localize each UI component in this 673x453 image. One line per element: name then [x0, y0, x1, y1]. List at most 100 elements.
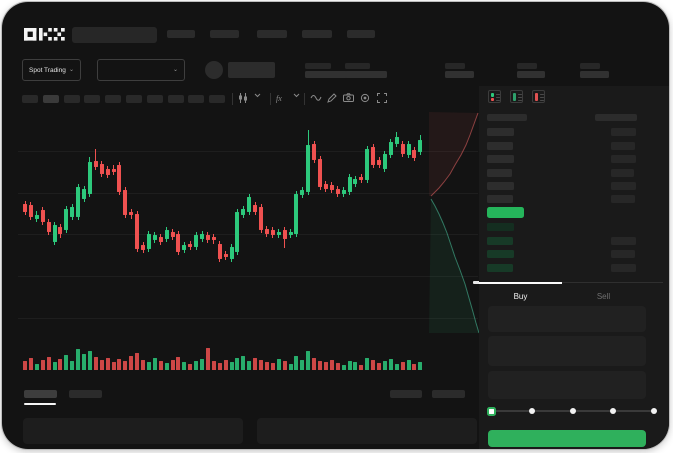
timeframe-button[interactable]: [63, 95, 80, 103]
icon-side-mark: [535, 93, 538, 101]
pair-select[interactable]: ⌄: [97, 59, 185, 81]
volume-bar: [93, 357, 98, 370]
volume-bar: [117, 359, 122, 370]
ask-price-placeholder: [487, 168, 512, 177]
indicator-icon[interactable]: fx: [276, 93, 288, 105]
trade-input[interactable]: [488, 371, 646, 399]
timeframe-button[interactable]: [22, 95, 38, 103]
nav-item[interactable]: [210, 30, 239, 38]
nav-item[interactable]: [167, 30, 195, 38]
search-input[interactable]: [72, 27, 157, 43]
settings-icon[interactable]: [360, 93, 372, 105]
volume-bar: [394, 364, 399, 370]
volume-bar: [70, 361, 75, 370]
nav-item[interactable]: [302, 30, 332, 38]
ask-row[interactable]: [479, 168, 663, 178]
top-nav: [2, 2, 669, 50]
slider-stop[interactable]: [528, 408, 535, 414]
bid-row[interactable]: [479, 223, 663, 232]
expand-icon[interactable]: [377, 93, 389, 105]
timeframe-button[interactable]: [146, 95, 163, 103]
timeframe-button[interactable]: [84, 95, 101, 103]
candle-body: [229, 247, 234, 259]
ask-row[interactable]: [479, 195, 663, 204]
candle-body: [111, 169, 116, 172]
slider-stop[interactable]: [651, 408, 657, 414]
timeframe-button[interactable]: [105, 95, 122, 103]
bid-price-placeholder: [487, 236, 513, 245]
volume-bar: [211, 361, 216, 370]
trade-input[interactable]: [488, 306, 646, 332]
chevron-down-icon[interactable]: [293, 93, 305, 105]
bid-row[interactable]: [479, 250, 663, 259]
tab-sell[interactable]: Sell: [562, 283, 645, 309]
stat-label-placeholder: [580, 63, 600, 69]
icon-line: [495, 93, 500, 95]
stat-value-placeholder: [445, 71, 474, 78]
timeframe-button[interactable]: [126, 95, 142, 103]
ask-row[interactable]: [479, 155, 663, 164]
candle-body: [353, 179, 358, 184]
volume-bar: [111, 362, 116, 370]
candle-body: [365, 149, 370, 180]
candle-body: [235, 212, 240, 252]
orderbook-asks-icon[interactable]: [532, 90, 545, 103]
volume-bar: [276, 359, 281, 370]
candle-body: [412, 150, 417, 158]
orderbook-bids-icon[interactable]: [510, 90, 523, 103]
depth-chart: [429, 112, 480, 334]
candle-body: [335, 189, 340, 194]
slider-stop[interactable]: [610, 408, 617, 414]
market-type-select[interactable]: Spot Trading ⌄: [22, 59, 81, 81]
candle-body: [99, 164, 104, 174]
candle-body: [418, 140, 423, 152]
timeframe-button[interactable]: [209, 95, 226, 103]
slider-handle[interactable]: [486, 406, 496, 416]
bid-row[interactable]: [479, 236, 663, 246]
candle-body: [40, 210, 45, 222]
ask-row[interactable]: [479, 182, 663, 191]
last-price-badge[interactable]: [487, 207, 524, 218]
volume-bar: [217, 363, 222, 370]
tab-buy[interactable]: Buy: [479, 283, 562, 309]
candle-body: [223, 254, 228, 257]
nav-item[interactable]: [347, 30, 375, 38]
ask-amount-placeholder: [611, 128, 636, 136]
amount-slider[interactable]: [479, 404, 663, 418]
orderbook-both-icon[interactable]: [488, 90, 501, 103]
nav-item[interactable]: [257, 30, 287, 38]
slider-stop[interactable]: [569, 408, 576, 414]
ask-row[interactable]: [479, 141, 663, 151]
draw-tool-icon[interactable]: [327, 93, 339, 105]
volume-bar: [23, 361, 27, 370]
candle-body: [194, 235, 199, 247]
candle-wick: [95, 149, 97, 170]
orders-tab[interactable]: [24, 390, 57, 398]
candle-body: [388, 142, 393, 155]
candle-body: [105, 169, 110, 175]
bid-row[interactable]: [479, 263, 663, 273]
icon-side-mark: [513, 93, 516, 101]
candle-style-icon[interactable]: [238, 93, 250, 105]
ask-row[interactable]: [479, 128, 663, 137]
chevron-down-icon[interactable]: [254, 93, 266, 105]
volume-bar: [347, 361, 352, 370]
orders-filter[interactable]: [390, 390, 422, 398]
submit-buy-button[interactable]: [488, 430, 646, 447]
trade-input[interactable]: [488, 336, 646, 366]
timeframe-button[interactable]: [188, 95, 205, 103]
tab-buy-label: Buy: [513, 291, 528, 301]
timeframe-button[interactable]: [167, 95, 184, 103]
line-tool-icon[interactable]: [310, 93, 323, 105]
volume-bar: [329, 360, 334, 370]
timeframe-button[interactable]: [42, 95, 59, 103]
orders-filter[interactable]: [432, 390, 465, 398]
candle-body: [382, 154, 387, 169]
volume-bar: [99, 360, 104, 370]
bid-amount-placeholder: [611, 250, 635, 258]
camera-icon[interactable]: [343, 93, 355, 105]
orders-tab[interactable]: [69, 390, 102, 398]
candle-body: [93, 161, 98, 167]
icon-line: [495, 96, 500, 98]
